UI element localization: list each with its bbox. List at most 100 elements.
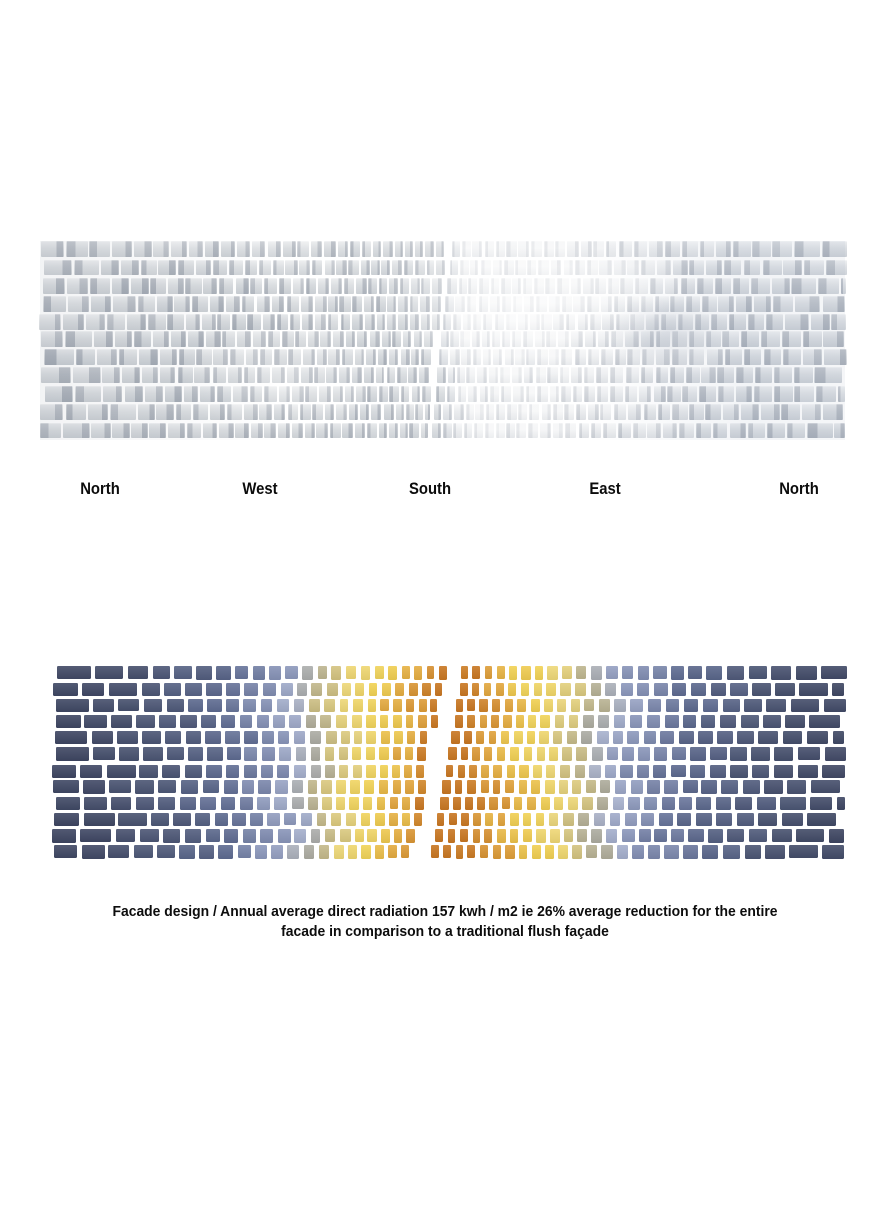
radiation-tile — [785, 714, 806, 729]
radiation-tile — [749, 666, 768, 680]
facade-tile — [399, 277, 410, 294]
radiation-tile — [643, 730, 657, 745]
facade-tile — [111, 277, 130, 294]
facade-tile — [209, 295, 224, 312]
facade-tile — [210, 403, 225, 420]
facade-tile — [531, 241, 542, 258]
radiation-tile — [562, 666, 573, 679]
radiation-tile — [591, 666, 602, 680]
radiation-tile — [509, 747, 520, 761]
radiation-tile — [437, 812, 445, 826]
radiation-tile — [380, 730, 390, 744]
facade-tile — [525, 386, 535, 403]
facade-tile — [300, 403, 311, 420]
facade-tile — [308, 331, 319, 348]
radiation-tile — [466, 698, 475, 712]
facade-tile — [359, 403, 370, 420]
facade-tile — [524, 295, 535, 312]
facade-tile — [638, 386, 652, 403]
radiation-tile — [824, 747, 846, 761]
facade-tile — [306, 277, 317, 294]
radiation-tile — [710, 747, 727, 761]
radiation-tile — [81, 845, 105, 859]
orientation-label: North — [80, 480, 120, 498]
radiation-tile — [513, 730, 523, 744]
radiation-tile — [534, 666, 543, 680]
radiation-tile — [539, 730, 550, 745]
facade-tile — [367, 386, 377, 403]
facade-tile — [577, 313, 589, 330]
facade-tile — [548, 295, 560, 312]
facade-tile — [273, 349, 287, 366]
facade-tile — [462, 313, 472, 330]
radiation-tile — [799, 682, 828, 697]
facade-tile — [194, 367, 211, 383]
facade-tile — [685, 295, 700, 312]
facade-tile — [476, 367, 487, 383]
radiation-tile — [253, 666, 265, 680]
radiation-tile — [677, 812, 692, 826]
facade-tile — [202, 313, 216, 330]
radiation-tile — [765, 845, 786, 859]
radiation-tile — [91, 730, 114, 744]
radiation-tile — [199, 845, 215, 860]
facade-tile — [607, 277, 619, 294]
facade-tile — [834, 422, 845, 439]
radiation-tile — [496, 666, 505, 680]
radiation-tile — [751, 747, 770, 761]
facade-tile — [183, 386, 199, 403]
facade-tile — [529, 403, 540, 420]
facade-tile — [650, 277, 663, 294]
radiation-tile — [310, 730, 322, 745]
facade-tile — [196, 349, 212, 366]
radiation-tile — [52, 764, 76, 778]
facade-tile — [546, 331, 557, 348]
radiation-tile — [367, 698, 377, 712]
facade-tile — [433, 403, 442, 420]
radiation-tile — [495, 682, 504, 696]
radiation-tile — [782, 730, 803, 745]
radiation-tile — [690, 682, 707, 696]
facade-tile — [641, 259, 656, 276]
radiation-tile — [772, 829, 792, 843]
facade-tile — [506, 313, 516, 330]
facade-tile — [618, 422, 632, 439]
facade-tile — [772, 241, 792, 258]
facade-tile — [156, 403, 174, 420]
facade-tile — [614, 349, 626, 366]
facade-tile — [187, 331, 204, 348]
facade-tile — [466, 367, 475, 383]
facade-tile — [587, 259, 598, 276]
facade-tile — [618, 241, 632, 258]
radiation-tile — [336, 796, 346, 810]
radiation-tile — [597, 796, 609, 810]
radiation-tile — [577, 829, 587, 843]
radiation-tile — [670, 764, 686, 778]
facade-tile — [289, 313, 301, 330]
facade-tile — [541, 403, 552, 420]
radiation-tile — [321, 780, 332, 794]
radiation-tile — [92, 747, 116, 761]
radiation-tile — [461, 666, 469, 680]
radiation-tile — [207, 747, 223, 762]
radiation-tile — [352, 698, 363, 713]
facade-tile — [320, 331, 331, 348]
radiation-tile — [791, 698, 820, 713]
facade-tile — [553, 313, 565, 330]
facade-tile — [295, 331, 307, 348]
radiation-tile — [440, 796, 449, 810]
facade-tile — [302, 349, 315, 366]
facade-tile — [439, 349, 449, 366]
radiation-tile — [369, 682, 378, 696]
facade-tile — [582, 277, 594, 294]
radiation-tile — [572, 845, 582, 859]
radiation-tile — [519, 764, 529, 778]
radiation-tile — [325, 764, 336, 778]
facade-tile — [472, 313, 481, 330]
facade-tile — [649, 241, 664, 258]
facade-tile — [85, 313, 106, 330]
facade-tile — [352, 295, 363, 312]
facade-tile — [167, 313, 185, 330]
radiation-tile — [518, 845, 528, 859]
facade-tile — [89, 241, 111, 258]
